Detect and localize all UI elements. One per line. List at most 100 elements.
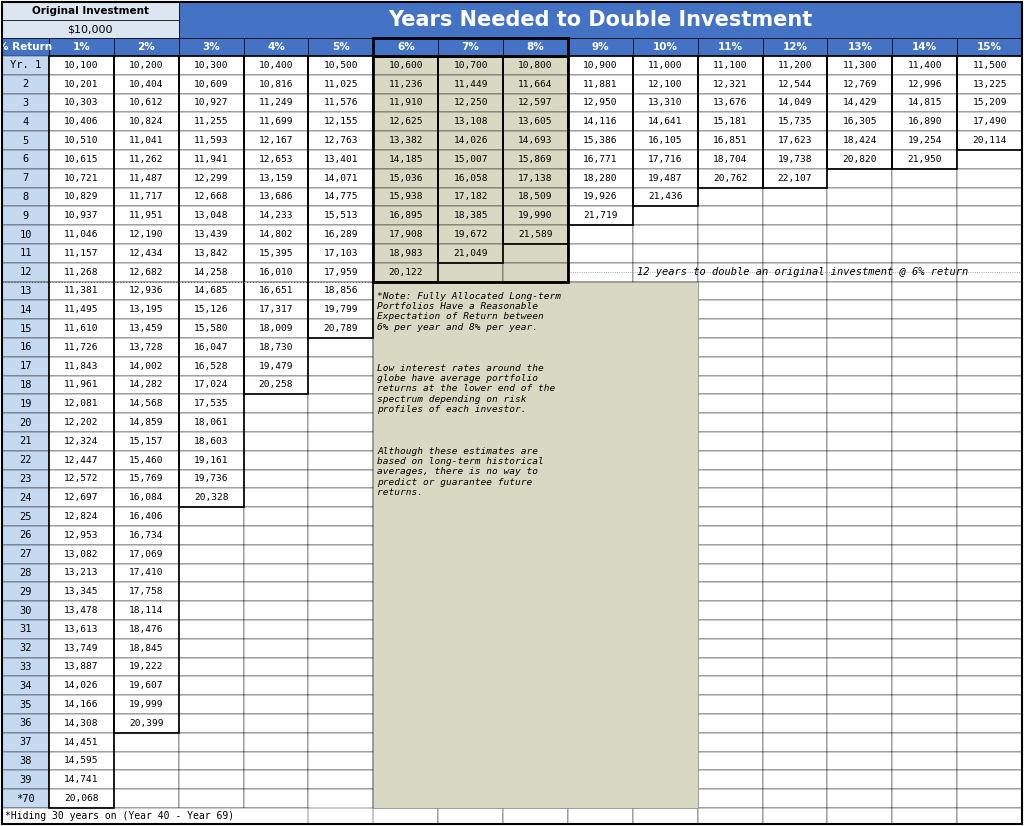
Bar (114, 244, 179, 263)
Bar (697, 657, 763, 676)
Bar (957, 206, 1022, 225)
Text: 22: 22 (19, 455, 32, 465)
Bar (374, 413, 438, 432)
Bar (49, 657, 114, 676)
Text: 36: 36 (19, 719, 32, 729)
Text: 14,741: 14,741 (65, 776, 98, 785)
Text: 28: 28 (19, 568, 32, 578)
Bar (2, 582, 49, 601)
Bar (308, 225, 374, 244)
Bar (49, 507, 114, 526)
Text: 13,213: 13,213 (65, 568, 98, 577)
Bar (308, 357, 374, 376)
Bar (374, 112, 438, 131)
Bar (633, 150, 697, 169)
Text: 17: 17 (19, 361, 32, 371)
Bar (763, 413, 827, 432)
Text: 25: 25 (19, 511, 32, 521)
Text: 4: 4 (23, 116, 29, 127)
Text: 17,908: 17,908 (388, 230, 423, 239)
Bar (374, 338, 438, 357)
Bar (114, 38, 179, 56)
Bar (957, 601, 1022, 620)
Text: 18,845: 18,845 (129, 643, 164, 653)
Bar (374, 789, 438, 808)
Bar (892, 376, 957, 394)
Bar (697, 225, 763, 244)
Bar (114, 620, 179, 638)
Text: 20,762: 20,762 (713, 173, 748, 183)
Bar (308, 789, 374, 808)
Bar (697, 376, 763, 394)
Bar (179, 752, 244, 771)
Bar (957, 338, 1022, 357)
Bar (308, 413, 374, 432)
Bar (2, 38, 49, 56)
Bar (308, 545, 374, 563)
Bar (308, 771, 374, 789)
Bar (179, 695, 244, 714)
Bar (114, 319, 179, 338)
Bar (763, 169, 827, 188)
Bar (827, 451, 892, 470)
Bar (892, 56, 957, 75)
Text: 15,513: 15,513 (324, 211, 358, 221)
Bar (568, 338, 633, 357)
Bar (374, 470, 438, 488)
Bar (827, 112, 892, 131)
Bar (49, 301, 114, 319)
Text: 11,200: 11,200 (777, 61, 812, 70)
Text: 27: 27 (19, 549, 32, 559)
Text: 14,641: 14,641 (648, 117, 682, 126)
Bar (503, 225, 568, 244)
Bar (568, 657, 633, 676)
Bar (503, 752, 568, 771)
Text: 10,201: 10,201 (65, 79, 98, 88)
Bar (114, 545, 179, 563)
Text: 12,653: 12,653 (259, 155, 293, 164)
Bar (827, 188, 892, 206)
Text: 39: 39 (19, 775, 32, 785)
Bar (957, 507, 1022, 526)
Text: 10,800: 10,800 (518, 61, 553, 70)
Bar (49, 56, 114, 75)
Bar (179, 620, 244, 638)
Bar (633, 657, 697, 676)
Text: 17,103: 17,103 (324, 249, 358, 258)
Bar (633, 771, 697, 789)
Bar (308, 169, 374, 188)
Bar (244, 206, 308, 225)
Bar (892, 282, 957, 301)
Bar (763, 38, 827, 56)
Text: 9: 9 (23, 211, 29, 221)
Bar (374, 582, 438, 601)
Bar (374, 75, 438, 93)
Bar (2, 169, 49, 188)
Text: 12,597: 12,597 (518, 98, 553, 107)
Bar (2, 376, 49, 394)
Bar (179, 75, 244, 93)
Text: 14,775: 14,775 (324, 192, 358, 202)
Bar (697, 263, 763, 282)
Text: 12,447: 12,447 (65, 456, 98, 465)
Bar (503, 488, 568, 507)
Bar (374, 808, 438, 824)
Text: 17,138: 17,138 (518, 173, 553, 183)
Bar (308, 507, 374, 526)
Bar (308, 263, 374, 282)
Bar (2, 188, 49, 206)
Bar (633, 601, 697, 620)
Text: 3: 3 (23, 98, 29, 108)
Bar (114, 752, 179, 771)
Bar (49, 75, 114, 93)
Bar (697, 620, 763, 638)
Bar (438, 93, 503, 112)
Bar (697, 789, 763, 808)
Text: 15,735: 15,735 (777, 117, 812, 126)
Bar (957, 638, 1022, 657)
Text: 14,429: 14,429 (843, 98, 878, 107)
Text: 10,300: 10,300 (194, 61, 228, 70)
Text: 14,595: 14,595 (65, 757, 98, 766)
Bar (49, 545, 114, 563)
Text: 6%: 6% (397, 42, 415, 52)
